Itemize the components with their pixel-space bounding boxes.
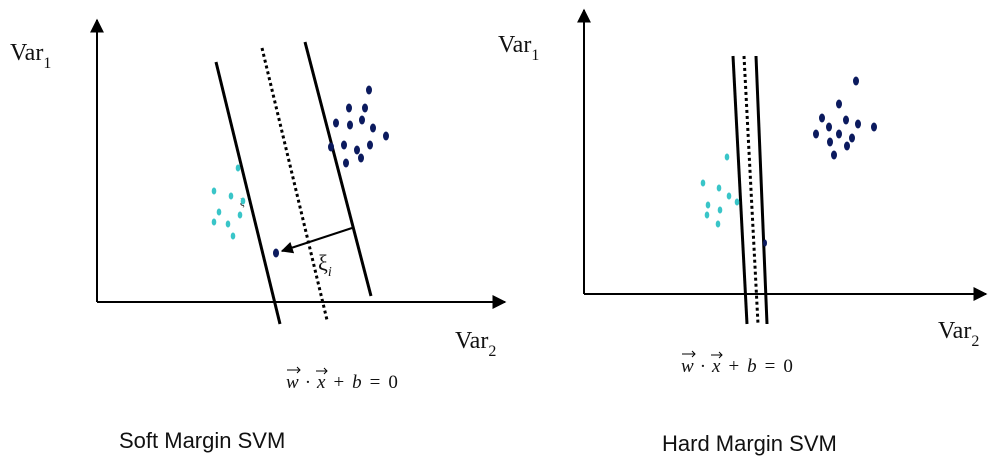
data-point [225,220,231,228]
soft-slack-arrow [280,227,353,254]
hard-positive-points [763,76,877,247]
data-point [237,211,243,219]
soft-vector-mark-x [316,367,328,375]
data-point [211,218,217,226]
data-point [849,133,855,143]
data-point [871,122,877,132]
soft-slack-label: ξi [318,250,332,280]
hard-negative-points [700,153,740,228]
data-point [366,85,372,95]
soft-margin-line-left [214,61,282,325]
hard-margin-panel: Var1 Var2 [498,8,988,456]
data-point [836,99,842,109]
data-point [362,103,368,113]
data-point [853,76,859,86]
hard-hyperplane-dotted [742,55,760,325]
data-point [844,141,850,151]
data-point [826,122,832,132]
data-point [831,150,837,160]
soft-hyperplane-dotted [260,47,329,321]
soft-margin-line-right [303,41,373,297]
data-point [724,153,730,161]
soft-y-axis-label: Var1 [10,40,51,72]
data-point [341,140,347,150]
data-point [715,220,721,228]
hard-x-axis-label: Var2 [938,318,979,350]
data-point [716,184,722,192]
data-point [383,131,389,141]
data-point [354,145,360,155]
data-point [211,187,217,195]
data-point [705,201,711,209]
data-point [717,206,723,214]
data-point-misclassified [273,248,279,258]
hard-margin-line-right [754,55,769,325]
data-point [235,164,241,172]
data-point [726,192,732,200]
soft-vector-mark-w [287,366,301,374]
data-point [827,137,833,147]
data-point [700,179,706,187]
soft-margin-panel: Var1 Var2 ξi ξ [10,18,507,453]
data-point [346,103,352,113]
soft-hyperplane-equation: w · x + b = 0 [286,372,398,393]
data-point [359,115,365,125]
data-point [843,115,849,125]
data-point [240,197,246,205]
soft-x-axis-label: Var2 [455,328,496,360]
data-point [228,192,234,200]
soft-caption: Soft Margin SVM [119,428,285,453]
data-point [734,198,740,206]
data-point [230,232,236,240]
hard-vector-mark-w [682,350,696,358]
soft-negative-points [211,164,246,240]
data-point [328,142,334,152]
data-point [704,211,710,219]
hard-vector-mark-x [711,351,723,359]
hard-margin-line-left [731,55,749,325]
soft-positive-points [273,85,389,258]
data-point [370,123,376,133]
data-point [813,129,819,139]
data-point [819,113,825,123]
hard-hyperplane-equation: w · x + b = 0 [681,356,793,377]
hard-y-axis-label: Var1 [498,32,539,64]
data-point [855,119,861,129]
hard-caption: Hard Margin SVM [662,431,837,456]
data-point [367,140,373,150]
data-point [333,118,339,128]
data-point [763,239,767,247]
data-point [343,158,349,168]
data-point [216,208,222,216]
data-point [347,120,353,130]
data-point [836,129,842,139]
data-point [358,153,364,163]
